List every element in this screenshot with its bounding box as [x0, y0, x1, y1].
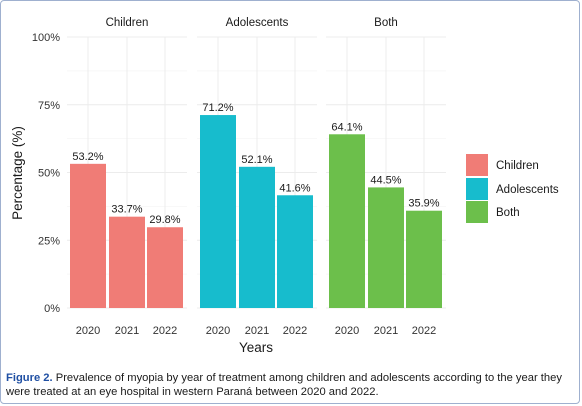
figure-caption: Figure 2. Prevalence of myopia by year o… — [6, 372, 578, 399]
bar-value-label: 29.8% — [149, 214, 180, 226]
x-tick-label: 2020 — [335, 325, 359, 337]
legend-label: Adolescents — [496, 184, 559, 196]
caption-label: Figure 2. — [6, 372, 53, 384]
y-tick-label: 100% — [32, 32, 60, 44]
bar — [147, 227, 183, 308]
bar-value-label: 71.2% — [202, 102, 233, 114]
x-tick-label: 2020 — [206, 325, 230, 337]
bar — [109, 216, 145, 308]
bar-value-label: 41.6% — [279, 182, 310, 194]
legend-swatch — [466, 178, 488, 200]
x-tick-label: 2022 — [283, 325, 307, 337]
bar — [406, 210, 442, 308]
y-tick-label: 75% — [38, 100, 60, 112]
bar-value-label: 44.5% — [370, 174, 401, 186]
panel-title: Both — [374, 17, 398, 29]
x-tick-label: 2022 — [153, 325, 177, 337]
bar — [277, 195, 313, 308]
x-tick-label: 2022 — [412, 325, 436, 337]
y-tick-label: 50% — [38, 168, 60, 180]
bar-value-label: 53.2% — [72, 151, 103, 163]
bar — [329, 134, 365, 308]
x-tick-label: 2021 — [245, 325, 269, 337]
bar — [239, 166, 275, 308]
bar — [368, 187, 404, 308]
bar-value-label: 52.1% — [241, 154, 272, 166]
legend-label: Both — [496, 207, 520, 219]
faceted-bar-chart: Children 53.2% 33.7% 29.8% 2020 2021 2022 Adole… — [10, 17, 559, 355]
x-tick-label: 2020 — [76, 325, 100, 337]
bar-value-label: 33.7% — [111, 204, 142, 216]
x-axis-title: Years — [239, 340, 273, 355]
legend-swatch — [466, 201, 488, 223]
bar-value-label: 64.1% — [331, 121, 362, 133]
legend-label: Children — [496, 160, 539, 172]
panel-title: Children — [106, 17, 149, 29]
bar — [70, 163, 106, 308]
x-tick-label: 2021 — [115, 325, 139, 337]
x-tick-label: 2021 — [374, 325, 398, 337]
legend-swatch — [466, 154, 488, 176]
y-tick-label: 0% — [44, 303, 60, 315]
y-tick-label: 25% — [38, 235, 60, 247]
panel-title: Adolescents — [226, 17, 289, 29]
bar — [200, 115, 236, 308]
caption-text: Prevalence of myopia by year of treatmen… — [6, 372, 562, 398]
bar-value-label: 35.9% — [408, 198, 439, 210]
y-axis-title: Percentage (%) — [10, 126, 25, 220]
